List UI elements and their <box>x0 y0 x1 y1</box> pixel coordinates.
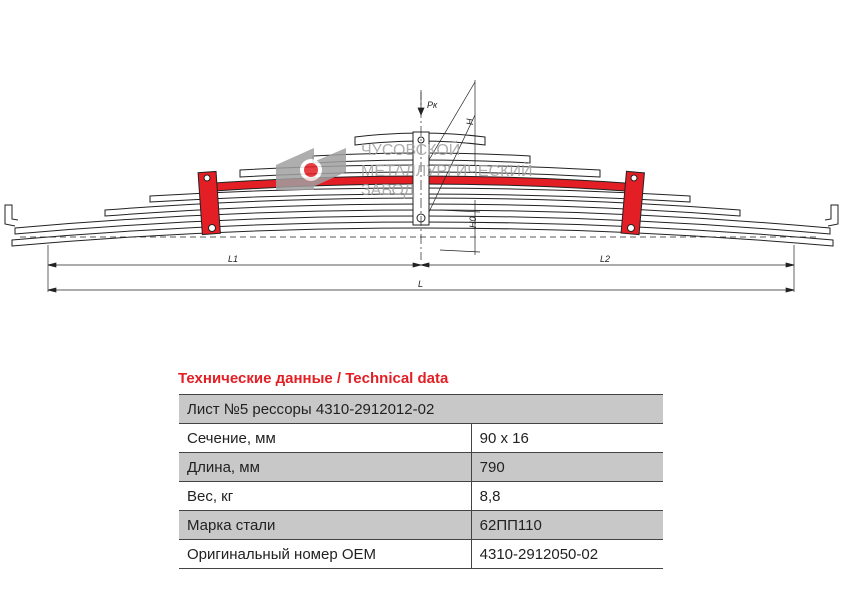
row-value: 790 <box>470 452 663 482</box>
company-logo: ЧУСОВСКОЙ МЕТАЛЛУРГИЧЕСКИЙ ЗАВОД <box>276 140 532 199</box>
row-value: 62ПП110 <box>470 510 663 540</box>
row-label: Вес, кг <box>179 481 472 511</box>
table-row: Марка стали 62ПП110 <box>179 510 663 540</box>
l2-label: L2 <box>600 254 610 264</box>
logo-text-line: ЧУСОВСКОЙ <box>361 140 460 159</box>
technical-data-table: Лист №5 рессоры 4310-2912012-02 Сечение,… <box>179 394 663 569</box>
table-row: Вес, кг 8,8 <box>179 481 663 511</box>
l-label: L <box>418 279 423 289</box>
l1-label: L1 <box>228 254 238 264</box>
height-label: H <box>465 118 475 125</box>
table-row: Сечение, мм 90 x 16 <box>179 423 663 453</box>
right-shackle <box>620 170 645 236</box>
row-label: Сечение, мм <box>179 423 472 453</box>
logo-text-line: МЕТАЛЛУРГИЧЕСКИЙ <box>361 161 532 180</box>
spring-eye-hook <box>4 204 19 227</box>
table-row: Длина, мм 790 <box>179 452 663 482</box>
spring-leaf <box>149 187 691 203</box>
row-value: 4310-2912050-02 <box>470 539 663 569</box>
height0-label: H0 <box>468 216 478 228</box>
leaf-spring-drawing: Pк H H0 L1 L2 L ЧУСОВСКОЙ МЕТАЛЛУРГИЧЕСК… <box>4 80 839 293</box>
row-label: Марка стали <box>179 510 472 540</box>
spring-leaf <box>11 221 834 247</box>
spring-leaf <box>104 197 741 217</box>
row-value: 8,8 <box>470 481 663 511</box>
table-header: Лист №5 рессоры 4310-2912012-02 <box>179 394 663 424</box>
logo-text-line: ЗАВОД <box>361 182 415 199</box>
table-row: Оригинальный номер OEM 4310-2912050-02 <box>179 539 663 569</box>
left-shackle <box>197 170 221 236</box>
row-value: 90 x 16 <box>470 423 663 453</box>
section-title: Технические данные / Technical data <box>178 370 449 387</box>
force-label: Pк <box>427 100 438 110</box>
row-label: Длина, мм <box>179 452 472 482</box>
row-label: Оригинальный номер OEM <box>179 539 472 569</box>
spring-eye-hook <box>824 204 839 227</box>
